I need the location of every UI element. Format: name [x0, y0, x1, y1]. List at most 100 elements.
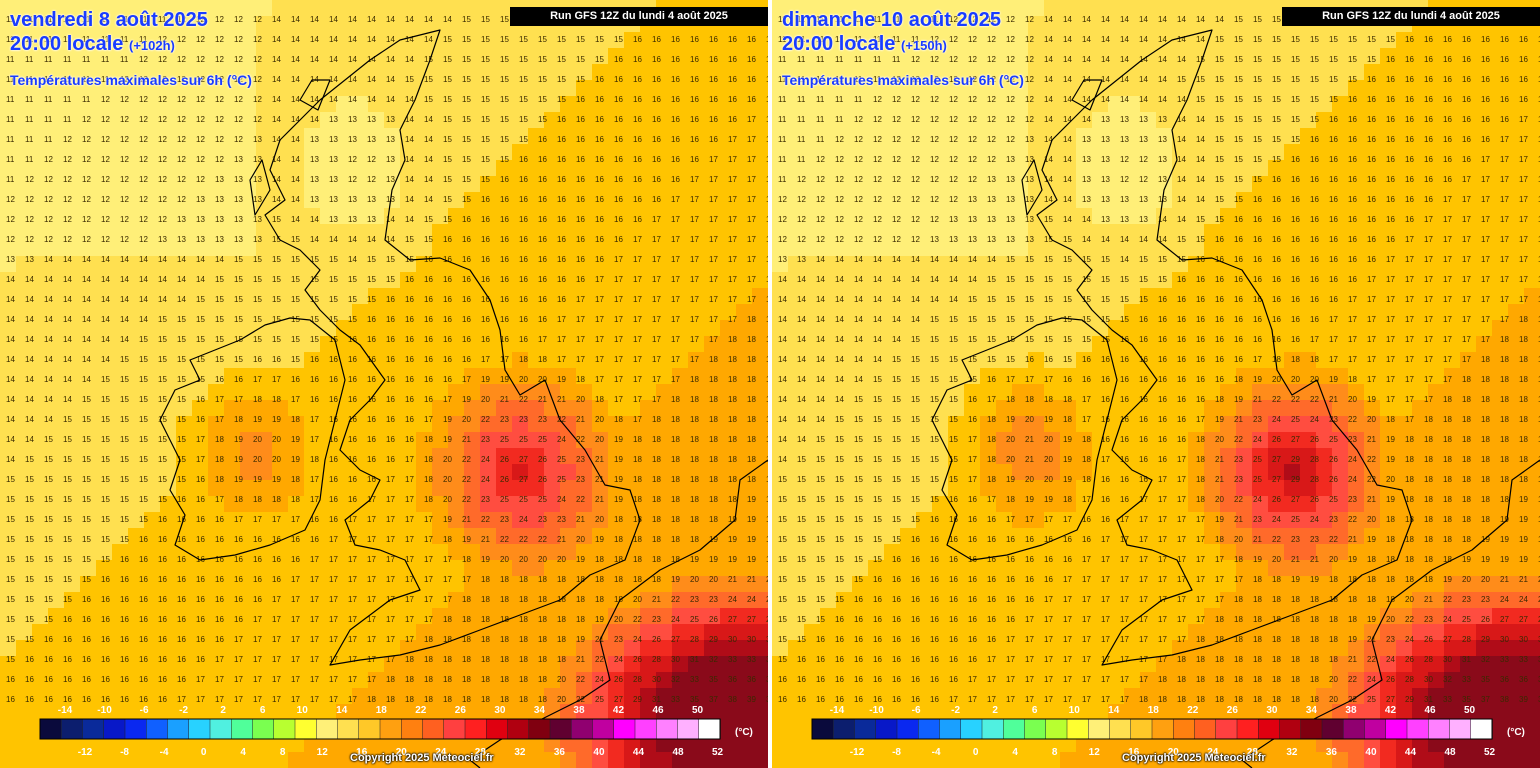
svg-text:18: 18 — [500, 695, 509, 704]
svg-text:18: 18 — [709, 455, 718, 464]
svg-text:14: 14 — [424, 15, 433, 24]
svg-text:33: 33 — [728, 655, 737, 664]
scale-tick-top: 6 — [1032, 705, 1038, 716]
svg-text:14: 14 — [310, 215, 319, 224]
svg-text:23: 23 — [690, 595, 699, 604]
svg-text:16: 16 — [158, 535, 167, 544]
svg-text:22: 22 — [576, 435, 585, 444]
svg-text:11: 11 — [63, 115, 72, 124]
svg-text:32: 32 — [671, 675, 680, 684]
svg-text:15: 15 — [538, 115, 547, 124]
svg-text:14: 14 — [196, 255, 205, 264]
svg-text:14: 14 — [44, 415, 53, 424]
svg-text:16: 16 — [652, 35, 661, 44]
svg-text:12: 12 — [63, 195, 72, 204]
svg-text:16: 16 — [443, 355, 452, 364]
svg-text:15: 15 — [177, 475, 186, 484]
svg-text:17: 17 — [766, 195, 768, 204]
svg-text:14: 14 — [272, 35, 281, 44]
svg-text:12: 12 — [101, 235, 110, 244]
svg-text:16: 16 — [158, 635, 167, 644]
svg-text:16: 16 — [728, 95, 737, 104]
svg-text:17: 17 — [576, 295, 585, 304]
svg-text:14: 14 — [348, 55, 357, 64]
svg-text:13: 13 — [215, 215, 224, 224]
scale-tick-top: -14 — [58, 705, 73, 716]
svg-text:16: 16 — [576, 155, 585, 164]
svg-text:12: 12 — [196, 55, 205, 64]
svg-text:16: 16 — [519, 175, 528, 184]
svg-text:17: 17 — [310, 495, 319, 504]
svg-text:15: 15 — [6, 635, 15, 644]
svg-text:15: 15 — [519, 35, 528, 44]
svg-text:16: 16 — [253, 575, 262, 584]
svg-text:20: 20 — [481, 395, 490, 404]
svg-text:18: 18 — [728, 335, 737, 344]
svg-text:14: 14 — [291, 155, 300, 164]
svg-text:17: 17 — [215, 655, 224, 664]
svg-text:17: 17 — [386, 635, 395, 644]
svg-text:14: 14 — [6, 415, 15, 424]
svg-text:16: 16 — [576, 215, 585, 224]
svg-text:12: 12 — [158, 155, 167, 164]
svg-text:16: 16 — [6, 695, 15, 704]
svg-text:15: 15 — [272, 295, 281, 304]
svg-text:17: 17 — [310, 575, 319, 584]
svg-text:15: 15 — [443, 95, 452, 104]
svg-text:15: 15 — [386, 275, 395, 284]
svg-text:17: 17 — [690, 355, 699, 364]
svg-text:17: 17 — [728, 175, 737, 184]
svg-text:17: 17 — [690, 335, 699, 344]
svg-text:17: 17 — [272, 515, 281, 524]
svg-text:15: 15 — [595, 35, 604, 44]
svg-text:16: 16 — [614, 155, 623, 164]
svg-text:13: 13 — [234, 175, 243, 184]
svg-text:14: 14 — [25, 335, 34, 344]
svg-text:19: 19 — [234, 435, 243, 444]
svg-text:16: 16 — [424, 395, 433, 404]
svg-text:16: 16 — [82, 635, 91, 644]
svg-text:16: 16 — [367, 335, 376, 344]
svg-text:11: 11 — [25, 135, 34, 144]
svg-text:14: 14 — [158, 255, 167, 264]
svg-text:16: 16 — [310, 375, 319, 384]
svg-text:15: 15 — [500, 115, 509, 124]
svg-text:15: 15 — [44, 555, 53, 564]
svg-text:16: 16 — [272, 355, 281, 364]
svg-text:13: 13 — [329, 155, 338, 164]
svg-text:16: 16 — [595, 235, 604, 244]
svg-text:12: 12 — [82, 235, 91, 244]
svg-text:18: 18 — [633, 495, 642, 504]
svg-text:12: 12 — [234, 95, 243, 104]
svg-text:16: 16 — [405, 275, 414, 284]
svg-text:19: 19 — [500, 375, 509, 384]
svg-text:15: 15 — [538, 35, 547, 44]
svg-text:16: 16 — [766, 55, 768, 64]
svg-text:20: 20 — [595, 515, 604, 524]
svg-text:17: 17 — [671, 315, 680, 324]
svg-text:16: 16 — [500, 275, 509, 284]
svg-text:12: 12 — [253, 35, 262, 44]
svg-text:15: 15 — [158, 375, 167, 384]
svg-text:31: 31 — [652, 695, 661, 704]
svg-text:15: 15 — [234, 295, 243, 304]
svg-text:21: 21 — [766, 575, 768, 584]
svg-text:17: 17 — [196, 455, 205, 464]
svg-text:12: 12 — [139, 235, 148, 244]
svg-text:19: 19 — [595, 535, 604, 544]
svg-text:21: 21 — [595, 495, 604, 504]
svg-text:17: 17 — [633, 315, 642, 324]
svg-text:11: 11 — [63, 35, 72, 44]
svg-text:15: 15 — [310, 335, 319, 344]
svg-text:24: 24 — [747, 595, 756, 604]
svg-text:16: 16 — [367, 455, 376, 464]
svg-text:15: 15 — [6, 495, 15, 504]
svg-text:16: 16 — [633, 75, 642, 84]
svg-text:17: 17 — [215, 695, 224, 704]
svg-text:16: 16 — [139, 655, 148, 664]
svg-text:14: 14 — [6, 335, 15, 344]
svg-text:12: 12 — [196, 15, 205, 24]
svg-text:16: 16 — [557, 135, 566, 144]
svg-text:16: 16 — [443, 375, 452, 384]
svg-text:11: 11 — [139, 15, 148, 24]
